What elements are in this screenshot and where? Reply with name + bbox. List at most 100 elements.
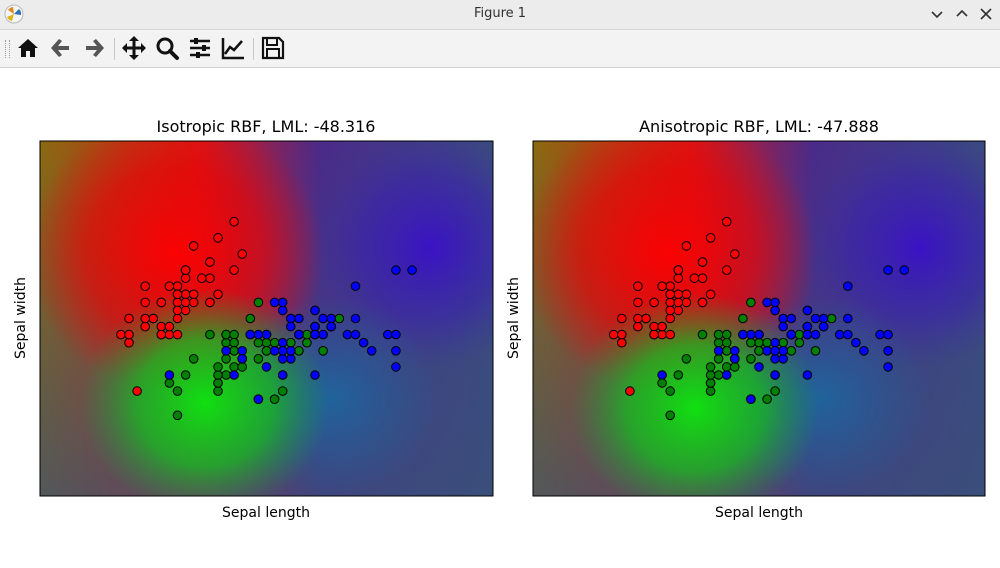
home-icon[interactable] (15, 35, 41, 61)
floppy-disk-icon[interactable] (260, 35, 286, 61)
scatter-point (205, 273, 215, 283)
arrow-left-icon[interactable] (48, 35, 74, 61)
scatter-point (786, 329, 797, 340)
scatter-point (770, 346, 780, 356)
scatter-point (705, 386, 716, 396)
scatter-point (673, 289, 684, 300)
close-icon[interactable] (977, 5, 995, 23)
line-chart-icon[interactable] (220, 35, 246, 61)
scatter-point (261, 362, 272, 372)
scatter-point (213, 362, 223, 372)
sliders-icon[interactable] (187, 35, 213, 61)
scatter-point (713, 329, 724, 340)
scatter-point (366, 346, 377, 356)
scatter-point (383, 329, 393, 340)
magnifier-icon[interactable] (154, 35, 180, 61)
probability-map (40, 141, 493, 496)
scatter-point (633, 313, 643, 324)
scatter-point (778, 313, 789, 324)
scatter-point (649, 297, 659, 308)
scatter-point (786, 313, 797, 324)
toolbar-grip[interactable] (5, 40, 10, 58)
scatter-point (302, 337, 312, 348)
scatter-point (697, 297, 708, 308)
scatter-point (649, 329, 659, 340)
scatter-point (229, 337, 239, 348)
scatter-point (843, 313, 853, 324)
scatter-point (826, 313, 837, 324)
scatter-point (810, 313, 821, 324)
scatter-point (221, 354, 231, 364)
scatter-point (657, 378, 667, 388)
scatter-point (730, 346, 740, 356)
scatter-point (778, 346, 789, 356)
scatter-point (156, 321, 167, 332)
scatter-point (180, 265, 191, 275)
scatter-point (350, 329, 361, 340)
arrow-right-icon[interactable] (81, 35, 107, 61)
scatter-point (197, 273, 207, 283)
scatter-point (738, 313, 748, 324)
scatter-point (673, 265, 684, 275)
scatter-point (673, 370, 684, 380)
scatter-point (286, 346, 296, 356)
scatter-point (721, 362, 732, 372)
scatter-point (172, 297, 183, 308)
scatter-point (754, 337, 764, 348)
toolbar-separator (253, 38, 254, 60)
scatter-point (843, 329, 853, 340)
scatter-point (665, 313, 676, 324)
scatter-point (705, 370, 716, 380)
scatter-point (213, 386, 223, 396)
scatter-point (253, 297, 264, 308)
scatter-point (633, 321, 643, 332)
scatter-point (617, 313, 627, 324)
move-icon[interactable] (121, 35, 147, 61)
scatter-point (730, 249, 740, 259)
minimize-icon[interactable] (928, 5, 946, 23)
scatter-point (221, 329, 231, 340)
scatter-point (253, 329, 264, 340)
axes-frame (532, 140, 986, 497)
scatter-point (721, 346, 732, 356)
scatter-point (205, 329, 215, 340)
scatter-point (697, 273, 708, 283)
scatter-point (778, 354, 789, 364)
scatter-point (665, 281, 676, 291)
scatter-point (633, 281, 643, 291)
scatter-point (778, 337, 789, 348)
scatter-point (253, 394, 264, 405)
scatter-point (746, 337, 756, 348)
scatter-point (229, 265, 239, 275)
scatter-point (326, 313, 337, 324)
toolbar-separator (114, 38, 115, 60)
scatter-point (277, 354, 288, 364)
scatter-point (164, 370, 175, 380)
scatter-point (124, 337, 134, 348)
scatter-point (883, 329, 893, 340)
scatter-point (164, 281, 175, 291)
scatter-point (689, 273, 700, 283)
scatter-point (754, 346, 764, 356)
scatter-point (665, 410, 676, 421)
window-title: Figure 1 (473, 6, 527, 21)
scatter-point (277, 346, 288, 356)
scatter-point (899, 265, 910, 275)
scatter-point (221, 370, 231, 380)
scatter-point (172, 305, 183, 316)
scatter-point (277, 305, 288, 316)
scatter-point (188, 241, 199, 251)
scatter-point (705, 362, 716, 372)
scatter-point (342, 329, 353, 340)
scatter-point (229, 362, 239, 372)
scatter-point (237, 362, 247, 372)
maximize-icon[interactable] (953, 5, 971, 23)
scatter-point (778, 321, 789, 332)
scatter-point (665, 289, 676, 300)
figure-canvas[interactable]: Isotropic RBF, LML: -48.316 Sepal length… (0, 68, 1000, 568)
scatter-point (237, 346, 247, 356)
scatter-point (188, 289, 199, 300)
scatter-point (673, 273, 684, 283)
scatter-point (608, 329, 619, 340)
scatter-point (140, 313, 150, 324)
